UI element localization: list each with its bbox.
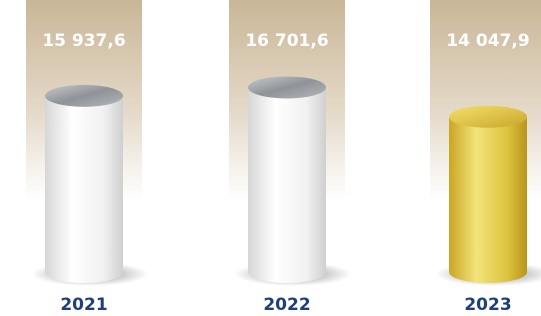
cylinder-top — [45, 85, 123, 107]
cylinder-top — [449, 106, 527, 128]
category-label: 2022 — [263, 295, 310, 315]
cylinder-top — [248, 76, 326, 98]
cylinder-body — [45, 96, 123, 283]
category-label: 2023 — [464, 295, 511, 315]
value-label: 14 047,9 — [446, 31, 529, 51]
value-label: 16 701,6 — [245, 31, 328, 51]
chart: 15 937,6 2021 16 701,6 2022 14 047,9 2023 — [0, 0, 541, 316]
cylinder-body — [248, 87, 326, 283]
value-label: 15 937,6 — [42, 31, 125, 51]
cylinder-body — [449, 117, 527, 283]
category-label: 2021 — [60, 295, 107, 315]
